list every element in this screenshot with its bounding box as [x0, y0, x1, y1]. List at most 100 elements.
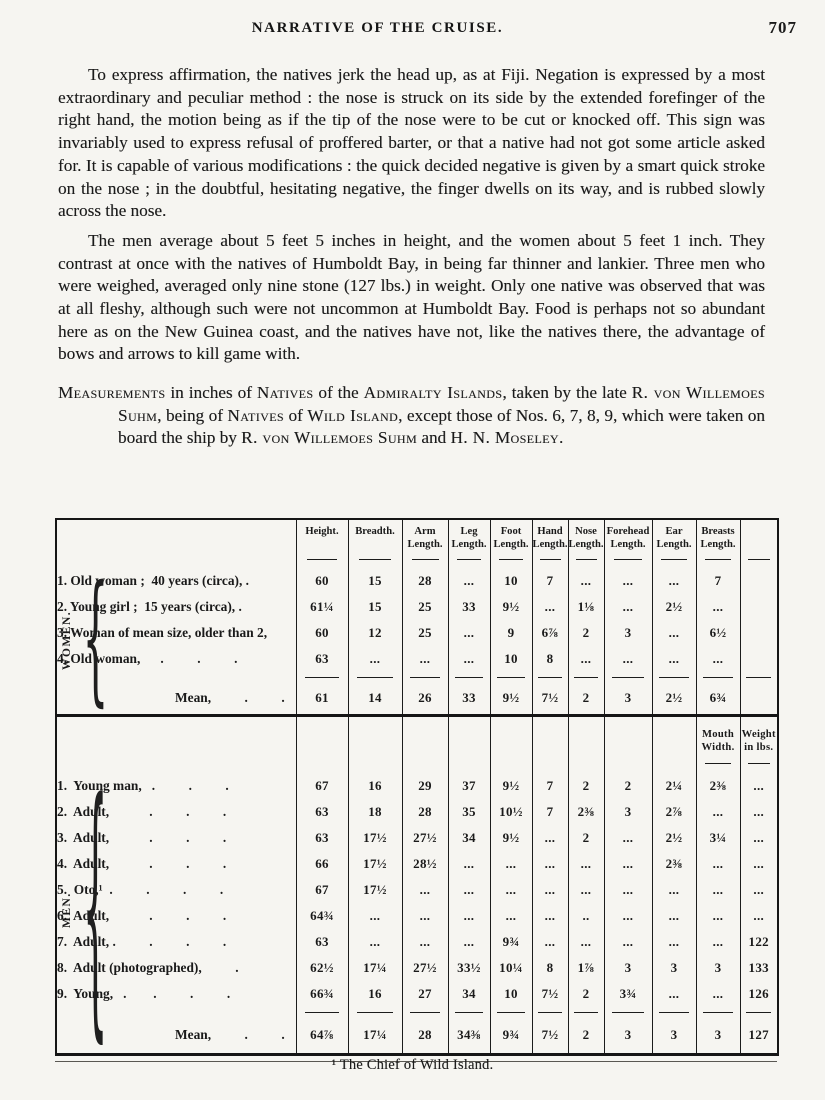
table-cell: 16 [347, 981, 402, 1007]
table-cell: 64¾ [295, 903, 348, 929]
table-cell: 9½ [489, 825, 532, 851]
men-table-row: 3. Adult, . . . 63 17½ 27½ 34 9½... 2... 2½ 3¼..… [56, 825, 778, 851]
rule-cell [739, 672, 778, 682]
table-cell: 7 [531, 568, 568, 594]
mean-separator-rule [612, 1011, 644, 1013]
table-cell: 35 [447, 799, 490, 825]
table-cell: 3¾ [603, 981, 652, 1007]
rule-cell [531, 1007, 568, 1017]
header-underline-rule [747, 559, 770, 560]
heading-segment: , taken by the late [502, 383, 632, 403]
table-cell: 10 [489, 646, 532, 672]
table-cell: 7 [695, 568, 740, 594]
table-cell: 3¼ [695, 825, 740, 851]
column-header: Foot Length. [489, 519, 532, 568]
column-header: Hand Length. [531, 519, 568, 568]
table-cell: 9½ [489, 682, 532, 716]
column-header-cell: Forehead Length. [605, 520, 652, 568]
table-cell: ... [603, 903, 652, 929]
table-cell: 2⅜ [695, 773, 740, 799]
men-table-row: 5. Oto,¹ . . . . 67 17½...................… [56, 877, 778, 903]
table-cell: 7½ [531, 1017, 568, 1055]
table-cell: 17½ [347, 825, 402, 851]
men-table-row: 4. Adult, . . . 66 17½ 28½............... 2⅜… [56, 851, 778, 877]
men-group-brace [83, 770, 99, 1046]
column-header-cell: Arm Length. [403, 520, 448, 568]
rule-cell [739, 1007, 778, 1017]
table-cell: 63 [295, 646, 348, 672]
table-cell: ... [347, 903, 402, 929]
column-header-label: Hand Length. [532, 526, 568, 550]
table-cell: 2½ [651, 594, 696, 620]
table-cell: 1⅛ [567, 594, 604, 620]
table-cell: ... [651, 929, 696, 955]
header-underline-rule [498, 559, 524, 560]
mean-separator-rule [703, 676, 733, 678]
table-cell: 3 [651, 955, 696, 981]
empty-cell [447, 714, 490, 773]
table-cell: 3 [695, 955, 740, 981]
table-cell: ... [489, 903, 532, 929]
table-cell: ... [447, 620, 490, 646]
men-table-row: 6. Adult, . . . 64¾......................… [56, 903, 778, 929]
table-cell: ... [651, 903, 696, 929]
table-cell: 3 [651, 1017, 696, 1055]
table-cell: ... [531, 877, 568, 903]
column-header-cell: Mouth Width. [697, 717, 740, 773]
rule-cell [567, 672, 604, 682]
column-header-cell: Breadth. [349, 520, 402, 568]
mean-separator-rule [304, 1011, 340, 1013]
table-cell: ... [651, 877, 696, 903]
table-cell: ... [447, 851, 490, 877]
table-cell: ... [695, 851, 740, 877]
rule-cell [695, 672, 740, 682]
table-cell: ... [739, 773, 778, 799]
mean-rule-row [56, 1007, 778, 1017]
table-cell: ... [651, 981, 696, 1007]
table-cell: 7 [531, 773, 568, 799]
column-header-label: Height. [305, 526, 339, 537]
table-cell: ... [531, 851, 568, 877]
column-header-cell: Ear Length. [653, 520, 696, 568]
table-cell: 2⅜ [567, 799, 604, 825]
table-cell: ... [651, 620, 696, 646]
table-cell [739, 682, 778, 716]
table-cell: 10 [489, 981, 532, 1007]
table-cell: 27½ [401, 825, 448, 851]
table-cell: ... [567, 877, 604, 903]
heading-segment: and [417, 428, 451, 448]
table-cell [739, 594, 778, 620]
men-section-label: MEN. [61, 892, 73, 928]
women-section-label: WOMEN. [61, 610, 73, 670]
rule-cell [531, 672, 568, 682]
rule-cell [695, 1007, 740, 1017]
mean-separator-rule [612, 676, 644, 678]
heading-segment: of the [313, 383, 364, 403]
men-mean-row: Mean, . . 64⅞ 17¼ 28 34⅜ 9¾ 7½ 2 3 3 3 127 [56, 1017, 778, 1055]
rule-cell [347, 1007, 402, 1017]
table-cell: 67 [295, 773, 348, 799]
measurements-heading: Measurements in inches of Natives of the… [58, 382, 765, 450]
running-head: NARRATIVE OF THE CRUISE. 707 [0, 18, 825, 44]
mean-separator-rule [409, 1011, 441, 1013]
table-cell: 67 [295, 877, 348, 903]
rule-cell [489, 672, 532, 682]
table-cell: 34 [447, 825, 490, 851]
table-cell: 17¼ [347, 955, 402, 981]
table-cell: 1⅞ [567, 955, 604, 981]
table-cell: 34 [447, 981, 490, 1007]
table-cell: 2⅜ [651, 851, 696, 877]
table-cell: 66¾ [295, 981, 348, 1007]
table-cell: 7½ [531, 682, 568, 716]
heading-segment: in inches of [165, 383, 257, 403]
header-underline-rule [359, 559, 391, 560]
table-cell: 2 [567, 682, 604, 716]
table-cell: 61 [295, 682, 348, 716]
table-cell: 61¼ [295, 594, 348, 620]
header-underline-rule [661, 559, 687, 560]
mean-separator-rule [356, 1011, 394, 1013]
table-cell: 2 [567, 825, 604, 851]
table-cell: 17¼ [347, 1017, 402, 1055]
table-cell: 60 [295, 620, 348, 646]
empty-cell [347, 714, 402, 773]
